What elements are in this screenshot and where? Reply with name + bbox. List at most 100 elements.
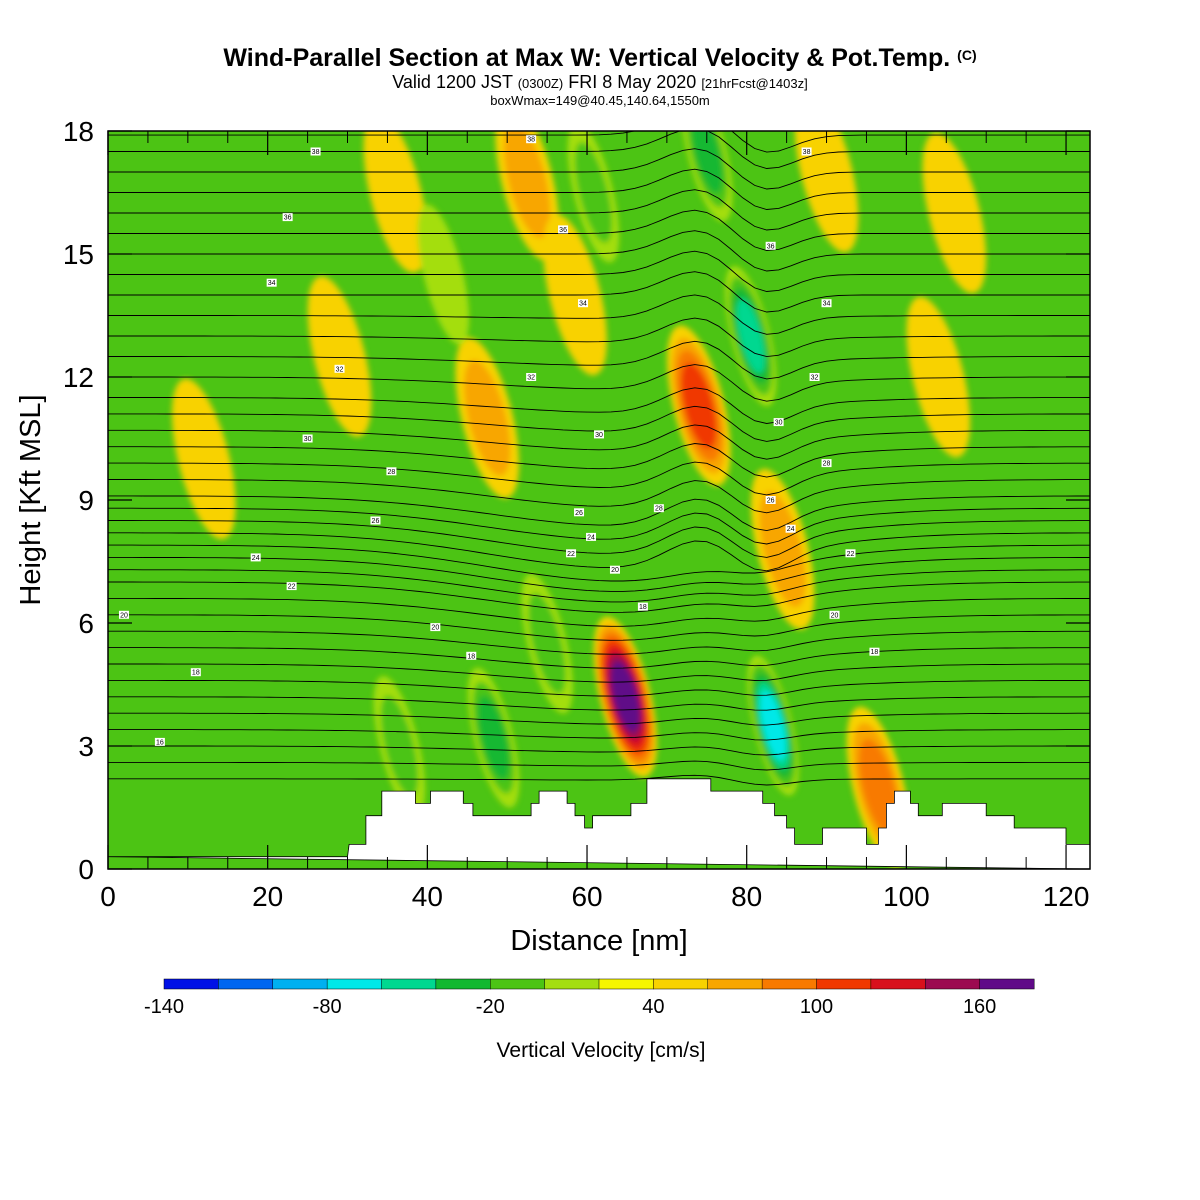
theta-label-31: 36 xyxy=(766,242,776,251)
theta-label-35: 18 xyxy=(869,648,879,657)
theta-label-15: 24 xyxy=(586,533,596,542)
theta-label-10: 36 xyxy=(283,213,293,222)
svg-text:20: 20 xyxy=(611,567,619,574)
svg-text:28: 28 xyxy=(823,461,831,468)
theta-label-7: 30 xyxy=(303,435,313,444)
svg-text:26: 26 xyxy=(372,518,380,525)
y-axis-label: Height [Kft MSL] xyxy=(15,394,47,605)
svg-text:34: 34 xyxy=(268,280,276,287)
colorbar-tick-1: -80 xyxy=(313,996,342,1018)
theta-label-25: 24 xyxy=(786,525,796,534)
theta-label-1: 18 xyxy=(191,668,201,677)
svg-text:36: 36 xyxy=(284,215,292,222)
svg-text:38: 38 xyxy=(527,137,535,144)
svg-text:34: 34 xyxy=(823,301,831,308)
x-axis-label: Distance [nm] xyxy=(510,925,687,957)
y-tick-label-6: 18 xyxy=(63,116,94,147)
colorbar-segment-4 xyxy=(382,979,437,989)
svg-text:18: 18 xyxy=(467,653,475,660)
theta-label-14: 22 xyxy=(566,549,576,558)
y-tick-label-3: 9 xyxy=(78,485,94,516)
colorbar-segment-14 xyxy=(925,979,980,989)
svg-text:30: 30 xyxy=(595,432,603,439)
svg-text:18: 18 xyxy=(871,649,879,656)
y-tick-label-2: 6 xyxy=(78,608,94,639)
colorbar-segment-11 xyxy=(762,979,817,989)
theta-label-28: 30 xyxy=(774,418,784,427)
colorbar-segment-3 xyxy=(327,979,382,989)
colorbar-tick-2: -20 xyxy=(476,996,505,1018)
theta-label-19: 32 xyxy=(526,373,536,382)
colorbar-tick-3: 40 xyxy=(642,996,664,1018)
svg-text:20: 20 xyxy=(120,612,128,619)
theta-label-29: 32 xyxy=(810,373,820,382)
theta-label-24: 18 xyxy=(638,603,648,612)
theta-label-11: 38 xyxy=(311,148,321,157)
theta-label-26: 26 xyxy=(766,496,776,505)
colorbar-segment-1 xyxy=(218,979,273,989)
svg-text:32: 32 xyxy=(336,366,344,373)
x-tick-label-5: 100 xyxy=(883,881,930,912)
svg-text:18: 18 xyxy=(192,670,200,677)
theta-label-3: 22 xyxy=(287,582,297,591)
colorbar-segment-12 xyxy=(817,979,872,989)
theta-label-6: 28 xyxy=(386,467,396,476)
theta-label-21: 36 xyxy=(558,225,568,234)
svg-text:38: 38 xyxy=(312,149,320,156)
theta-label-18: 30 xyxy=(594,430,604,439)
svg-text:28: 28 xyxy=(388,469,396,476)
cross-section-chart: 1618202224262830323436381820222426283032… xyxy=(0,0,1200,1200)
theta-label-8: 32 xyxy=(335,365,345,374)
x-tick-label-4: 80 xyxy=(731,881,762,912)
svg-text:30: 30 xyxy=(304,436,312,443)
theta-label-30: 34 xyxy=(822,299,832,308)
colorbar-segment-9 xyxy=(653,979,708,989)
theta-label-4: 24 xyxy=(251,553,261,562)
colorbar-segment-2 xyxy=(273,979,328,989)
colorbar-tick-0: -140 xyxy=(144,996,184,1018)
x-tick-label-2: 40 xyxy=(412,881,443,912)
y-tick-label-1: 3 xyxy=(78,731,94,762)
x-tick-label-3: 60 xyxy=(571,881,602,912)
svg-text:32: 32 xyxy=(527,375,535,382)
svg-text:22: 22 xyxy=(288,584,296,591)
svg-text:26: 26 xyxy=(575,510,583,517)
svg-text:24: 24 xyxy=(587,534,595,541)
theta-label-20: 34 xyxy=(578,299,588,308)
theta-label-33: 22 xyxy=(845,549,855,558)
colorbar-label: Vertical Velocity [cm/s] xyxy=(497,1039,706,1062)
svg-text:24: 24 xyxy=(787,526,795,533)
theta-label-34: 20 xyxy=(830,611,840,620)
theta-label-2: 20 xyxy=(119,611,129,620)
theta-label-13: 20 xyxy=(430,623,440,632)
svg-text:26: 26 xyxy=(767,498,775,505)
theta-label-5: 26 xyxy=(370,517,380,526)
colorbar-tick-5: 160 xyxy=(963,996,996,1018)
svg-text:34: 34 xyxy=(579,301,587,308)
x-tick-label-1: 20 xyxy=(252,881,283,912)
theta-label-0: 16 xyxy=(155,738,165,747)
x-tick-label-6: 120 xyxy=(1043,881,1090,912)
colorbar-segment-0 xyxy=(164,979,219,989)
theta-label-27: 28 xyxy=(822,459,832,468)
colorbar-segment-8 xyxy=(599,979,654,989)
theta-label-23: 20 xyxy=(610,566,620,575)
y-tick-label-5: 15 xyxy=(63,239,94,270)
y-tick-label-4: 12 xyxy=(63,362,94,393)
theta-label-17: 28 xyxy=(654,504,664,513)
svg-text:38: 38 xyxy=(803,149,811,156)
svg-text:22: 22 xyxy=(567,551,575,558)
colorbar-segment-15 xyxy=(980,979,1035,989)
svg-text:36: 36 xyxy=(767,243,775,250)
svg-text:30: 30 xyxy=(775,420,783,427)
svg-text:24: 24 xyxy=(252,555,260,562)
colorbar-tick-4: 100 xyxy=(800,996,833,1018)
theta-label-32: 38 xyxy=(802,148,812,157)
svg-text:28: 28 xyxy=(655,506,663,513)
colorbar-segment-13 xyxy=(871,979,926,989)
svg-text:20: 20 xyxy=(431,625,439,632)
theta-label-9: 34 xyxy=(267,279,277,288)
colorbar-segment-10 xyxy=(708,979,763,989)
svg-text:16: 16 xyxy=(156,739,164,746)
svg-text:22: 22 xyxy=(847,551,855,558)
